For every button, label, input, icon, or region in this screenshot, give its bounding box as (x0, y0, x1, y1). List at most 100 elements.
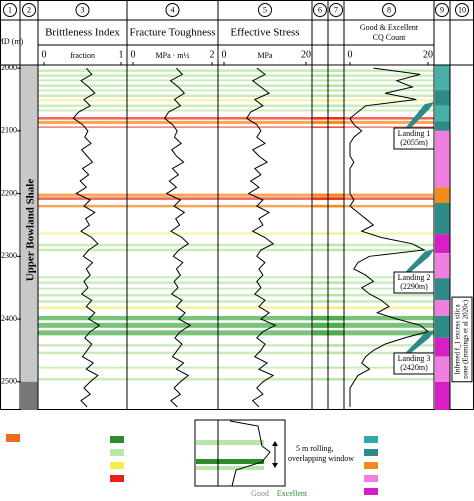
inset-band (196, 440, 264, 445)
inset-band (196, 466, 264, 470)
zone-band (38, 193, 434, 197)
zone-band (38, 204, 434, 208)
track-title: CQ Count (373, 33, 406, 42)
x-tick-label: 0 (348, 49, 353, 60)
zone-band (38, 344, 434, 347)
facies-block (435, 130, 450, 188)
column-number: 7 (334, 5, 338, 14)
landing-depth: (2290m) (400, 282, 428, 291)
facies-block (435, 253, 450, 279)
log-curve (163, 67, 192, 408)
legend-swatch (110, 449, 124, 456)
column-number-ring (165, 3, 180, 17)
x-tick-label: 1 (119, 49, 124, 60)
track-title: Effective Stress (230, 27, 299, 39)
facies-block (435, 278, 450, 301)
facies-block (435, 187, 450, 203)
facies-block (435, 300, 450, 316)
track-title: Brittleness Index (45, 27, 120, 39)
log-curve (349, 67, 430, 407)
inset-arrowhead (272, 463, 278, 468)
x-tick-label: 0 (131, 49, 136, 60)
facies-block (435, 234, 450, 254)
landing-box (393, 271, 435, 294)
landing-name: Landing 1 (398, 129, 431, 138)
zone-band (38, 84, 434, 87)
column-number-ring (75, 3, 90, 17)
column-number-ring (22, 3, 36, 17)
zone-band (38, 378, 434, 381)
inset (194, 419, 286, 487)
legend-swatch (364, 475, 378, 482)
facies-block (435, 65, 450, 91)
silica-zone-label: Inferred f_1 excess silica (454, 303, 462, 374)
zone-band (38, 351, 434, 355)
zone-band (38, 232, 434, 235)
legend-swatch (110, 436, 124, 443)
landing-box (393, 352, 435, 375)
zone-band (38, 293, 434, 297)
y-tick-label: 2500 (1, 377, 17, 386)
zone-band (38, 248, 434, 252)
zone-band (38, 330, 434, 336)
legend-swatch (110, 462, 124, 469)
legend-swatch (6, 434, 20, 442)
silica-zone-box (451, 296, 473, 383)
column-number-ring (313, 3, 327, 17)
formation-fill (21, 381, 38, 410)
inset-arrowhead (272, 441, 278, 446)
column-number: 1 (8, 5, 12, 14)
x-tick-label: 0 (42, 49, 47, 60)
zone-band (38, 126, 434, 128)
facies-block (435, 356, 450, 382)
column-number-ring (329, 3, 343, 17)
zone-band (38, 94, 434, 97)
depth-axis-label: MD (m) (0, 37, 24, 46)
y-tick-label: 2100 (1, 126, 17, 135)
column-number: 3 (81, 5, 85, 14)
track-unit: fraction (70, 51, 95, 60)
formation-label: Upper Bowland Shale (25, 179, 37, 282)
inset-note: overlapping window (288, 454, 354, 463)
landing-name: Landing 2 (398, 273, 431, 282)
zone-band (38, 120, 434, 124)
inset-excellent: Excellent (277, 489, 308, 498)
facies-block (435, 381, 450, 410)
log-curve (245, 67, 277, 408)
zone-band (38, 276, 434, 279)
facies-block (435, 203, 450, 235)
formation-fill (21, 65, 38, 382)
zone-band (38, 281, 434, 284)
legend-swatch (110, 475, 124, 482)
legend-swatch (364, 449, 378, 456)
column-number: 5 (263, 5, 267, 14)
column-number: 10 (458, 5, 466, 14)
column-number-ring (455, 3, 469, 17)
zone-band (38, 79, 434, 82)
y-tick-label: 2400 (1, 314, 17, 323)
legend-swatch (364, 462, 378, 469)
zone-band (38, 315, 434, 321)
x-tick-label: 0 (222, 49, 227, 60)
inset-curve (229, 420, 271, 487)
x-tick-label: 2 (210, 49, 215, 60)
x-tick-label: 20 (423, 49, 433, 60)
column-number: 8 (387, 5, 391, 14)
inset-good: Good (251, 489, 269, 498)
zone-band (38, 243, 434, 247)
zone-band (38, 104, 434, 108)
zone-band (38, 89, 434, 92)
facies-block (435, 105, 450, 122)
column-number: 2 (27, 5, 31, 14)
landing-box (393, 127, 435, 150)
zone-band (38, 69, 434, 72)
track-unit: MPa · m½ (156, 51, 190, 60)
legend-swatch (364, 488, 378, 495)
zone-band (38, 74, 434, 77)
column-number: 6 (318, 5, 322, 14)
landing-depth: (2420m) (400, 363, 428, 372)
zone-band (38, 109, 434, 112)
zone-band (38, 300, 434, 303)
column-number-ring (3, 3, 17, 17)
